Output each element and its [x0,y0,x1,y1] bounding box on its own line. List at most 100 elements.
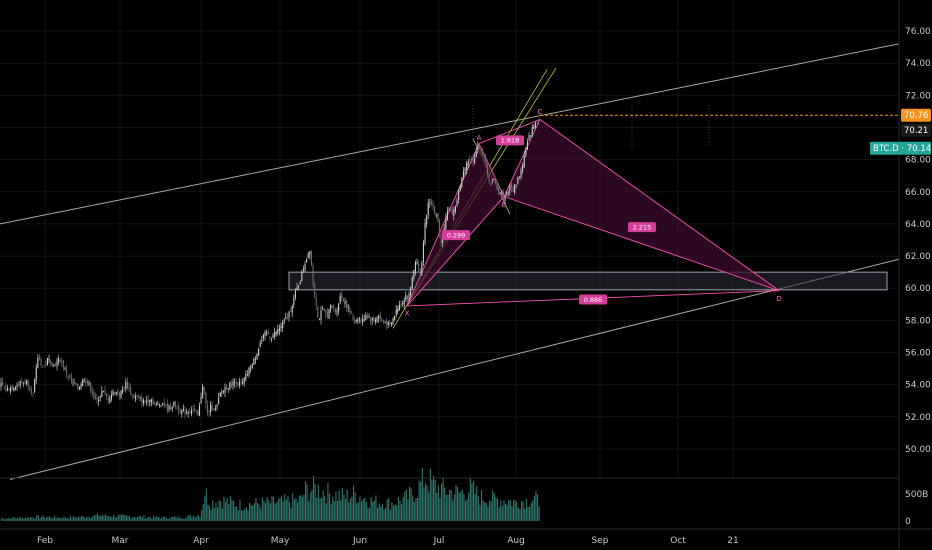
candle-body [285,317,287,319]
volume-bar [466,498,468,521]
volume-bar [519,509,521,521]
time-axis[interactable]: Feb Mar Apr May Jun Jul Aug Sep Oct 21 [37,536,739,546]
volume-bar [426,485,428,521]
candle-body [533,126,535,130]
volume-bar [114,517,116,521]
y-tick-label: 68.00 [905,156,931,166]
candle-body [62,360,64,368]
volume-bar [164,516,166,521]
candle-body [418,263,420,268]
candle-body [226,386,228,390]
candle-body [211,405,213,410]
pattern-point-c: C [538,108,543,116]
candle-body [482,151,484,156]
candle-body [283,319,285,323]
candle-body [494,179,496,183]
candle-body [222,390,224,392]
candle-body [414,262,416,272]
candle-body [411,278,413,289]
support-zone-box[interactable] [288,271,888,291]
volume-bar [361,501,363,521]
candle-body [389,320,391,325]
candle-body [517,177,519,184]
volume-bar [509,500,511,521]
candle-body [434,206,436,214]
pattern-leg-xa[interactable] [406,143,480,307]
channel-upper-line[interactable] [0,43,900,225]
volume-bar [522,501,524,521]
candle-body [30,389,32,394]
candle-body [278,328,280,331]
volume-bar [215,502,217,521]
pattern-point-x: X [405,309,410,317]
volume-bar [253,503,255,521]
volume-bar [250,504,252,521]
pattern-leg-bd[interactable] [503,196,780,292]
channel-lower-line[interactable] [9,258,900,481]
candle-body [214,408,216,410]
volume-bar [431,479,433,521]
volume-bar [47,516,49,521]
support-zone[interactable] [288,271,888,291]
y-tick-label: 58.00 [905,316,931,326]
trend-channel[interactable] [0,43,900,481]
candle-body [536,121,538,123]
volume-bar [457,486,459,521]
volume-bar [268,500,270,521]
volume-bar [217,507,219,521]
volume-bar [290,507,292,521]
candle-body [189,412,191,413]
volume-bar [402,496,404,521]
volume-bar [178,516,180,521]
volume-bar [146,517,148,521]
volume-bar [205,488,207,521]
candle-body [530,135,532,137]
candle-body [424,223,426,244]
volume-bar [44,517,46,521]
volume-bar [447,495,449,521]
candle-body [58,358,60,362]
candle-body [299,281,301,285]
candle-body [14,387,16,390]
candle-body [142,400,144,404]
volume-bar [204,496,206,521]
candle-body [40,358,42,366]
candle-body [307,253,309,259]
candle-body [86,381,88,384]
candle-body [426,215,428,225]
volume-bar [156,516,158,521]
candle-body [384,322,386,323]
volume-bar [324,496,326,521]
pattern-leg-xb[interactable] [406,196,505,307]
volume-bar [95,515,97,521]
candle-body [155,404,157,406]
candle-body [254,358,256,360]
candle-body [518,176,520,178]
volume-bar [357,502,359,521]
volume-bar [93,515,95,521]
volume-bar [348,502,350,521]
candle-body [8,389,10,391]
volume-bar [141,517,143,521]
volume-bar [405,489,407,521]
volume-bar [105,514,107,521]
candle-body [258,348,260,356]
volume-bar [399,500,401,521]
volume-bar [327,482,329,521]
volume-bar [266,496,268,521]
volume-bar [151,518,153,521]
volume-bar [194,517,196,521]
volume-bar [321,497,323,521]
volume-bar [57,518,59,521]
candle-body [317,306,319,319]
candle-body [5,387,7,390]
candle-body [341,293,343,299]
candle-body [210,404,212,413]
candle-body [38,356,40,359]
pattern-leg-ac[interactable] [478,119,541,144]
ratio-badge [628,222,656,233]
candle-body [19,381,21,386]
volume-bar [29,517,31,521]
pattern-leg-cd[interactable] [539,119,780,292]
